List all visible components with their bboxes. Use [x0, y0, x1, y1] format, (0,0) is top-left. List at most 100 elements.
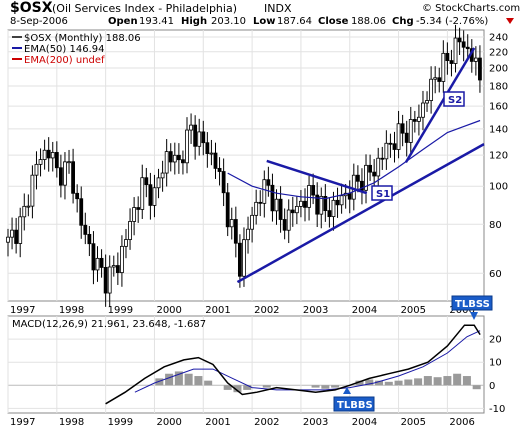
candle-body — [327, 210, 332, 218]
candle-body — [335, 199, 340, 206]
candle-body — [425, 100, 429, 104]
candle-body — [176, 154, 181, 161]
candle-body — [319, 195, 324, 215]
candle-body — [339, 195, 344, 206]
macd-tick-label: 10 — [489, 358, 502, 369]
candle-body — [10, 229, 14, 238]
candle-body — [71, 161, 75, 194]
price-tick-label: 140 — [489, 124, 508, 135]
candle-body — [274, 198, 279, 212]
candle-body — [412, 119, 417, 122]
candle-body — [233, 219, 238, 244]
candle-body — [429, 78, 434, 101]
candle-body — [262, 179, 267, 204]
candle-body — [115, 265, 120, 273]
year-label: 2004 — [352, 417, 377, 428]
candle-body — [120, 245, 124, 273]
macd-histogram-bar — [174, 371, 183, 386]
candle-body — [282, 219, 287, 231]
source-credit: © StockCharts.com — [422, 3, 520, 14]
macd-histogram-bar — [194, 376, 203, 386]
candle-body — [441, 52, 446, 82]
year-label: 1997 — [10, 417, 35, 428]
candle-body — [58, 167, 63, 186]
candle-body — [213, 152, 218, 169]
candle-body — [323, 195, 328, 212]
macd-histogram-bar — [394, 380, 403, 386]
candle-body — [303, 200, 307, 208]
candle-body — [152, 187, 157, 206]
candle-body — [433, 77, 438, 80]
candle-body — [254, 201, 259, 216]
candle-body — [87, 233, 92, 245]
candle-body — [168, 151, 173, 163]
macd-histogram-bar — [165, 373, 174, 386]
candle-body — [95, 257, 100, 271]
year-label: 2003 — [303, 417, 328, 428]
macd-label: MACD(12,26,9) 21.961, 23.648, -1.687 — [12, 319, 206, 330]
candle-body — [103, 267, 108, 294]
candle-body — [351, 174, 356, 200]
price-tick-label: 80 — [489, 220, 502, 231]
tlbss-label: TLBSS — [455, 299, 490, 310]
price-tick-label: 180 — [489, 82, 508, 93]
year-label: 2005 — [401, 305, 426, 316]
macd-histogram-bar — [223, 385, 232, 390]
candle-body — [144, 177, 149, 186]
macd-histogram-bar — [453, 373, 462, 386]
candle-body — [189, 124, 193, 131]
year-label: 2000 — [156, 417, 181, 428]
candle-body — [197, 131, 202, 147]
s2-label-box — [443, 91, 465, 107]
candle-body — [26, 205, 31, 208]
candle-body — [91, 243, 96, 271]
macd-histogram-bar — [321, 385, 330, 389]
year-label: 1997 — [10, 305, 35, 316]
candle-body — [14, 229, 19, 244]
candle-body — [148, 184, 153, 206]
candle-body — [258, 201, 263, 204]
macd-histogram-bar — [184, 373, 193, 386]
data-layer — [6, 24, 485, 405]
price-tick-label: 200 — [489, 64, 508, 75]
price-tick-label: 220 — [489, 47, 508, 58]
price-tick-label: 100 — [489, 182, 508, 193]
macd-histogram-bar — [243, 385, 252, 390]
index-name: (Oil Services Index - Philadelphia) — [52, 2, 237, 15]
macd-panel — [7, 315, 485, 414]
macd-histogram-bar — [462, 376, 471, 386]
candle-body — [396, 123, 401, 150]
candle-body — [209, 152, 214, 155]
candle-body — [445, 52, 450, 62]
year-label: 2006 — [449, 417, 474, 428]
trendline — [236, 143, 485, 284]
macd-histogram-bar — [365, 379, 374, 386]
open-label: Open — [108, 16, 138, 27]
candle-body — [294, 206, 299, 214]
candle-body — [79, 198, 84, 226]
year-label: 1999 — [108, 417, 133, 428]
candle-body — [461, 41, 466, 48]
year-label: 2004 — [352, 305, 377, 316]
s2-label: S2 — [448, 95, 462, 106]
candle-body — [270, 184, 275, 212]
macd-tick-label: 20 — [489, 335, 502, 346]
tlbss-arrow-icon — [470, 312, 478, 320]
symbol: $OSX — [10, 0, 53, 16]
candle-body — [201, 131, 206, 144]
candle-body — [54, 152, 59, 169]
candle-body — [242, 239, 246, 277]
close-value: 188.06 — [351, 16, 386, 27]
year-label: 2002 — [254, 417, 279, 428]
open-value: 193.41 — [139, 16, 174, 27]
candle-body — [355, 174, 360, 182]
candle-body — [417, 116, 421, 122]
price-tick-label: 60 — [489, 269, 502, 280]
candle-body — [250, 214, 255, 230]
trendline — [266, 159, 368, 195]
candle-body — [465, 46, 470, 50]
macd-histogram-bar — [404, 379, 413, 386]
candle-body — [164, 151, 169, 174]
macd-histogram-bar — [355, 380, 364, 386]
macd-histogram-bar — [472, 385, 481, 390]
